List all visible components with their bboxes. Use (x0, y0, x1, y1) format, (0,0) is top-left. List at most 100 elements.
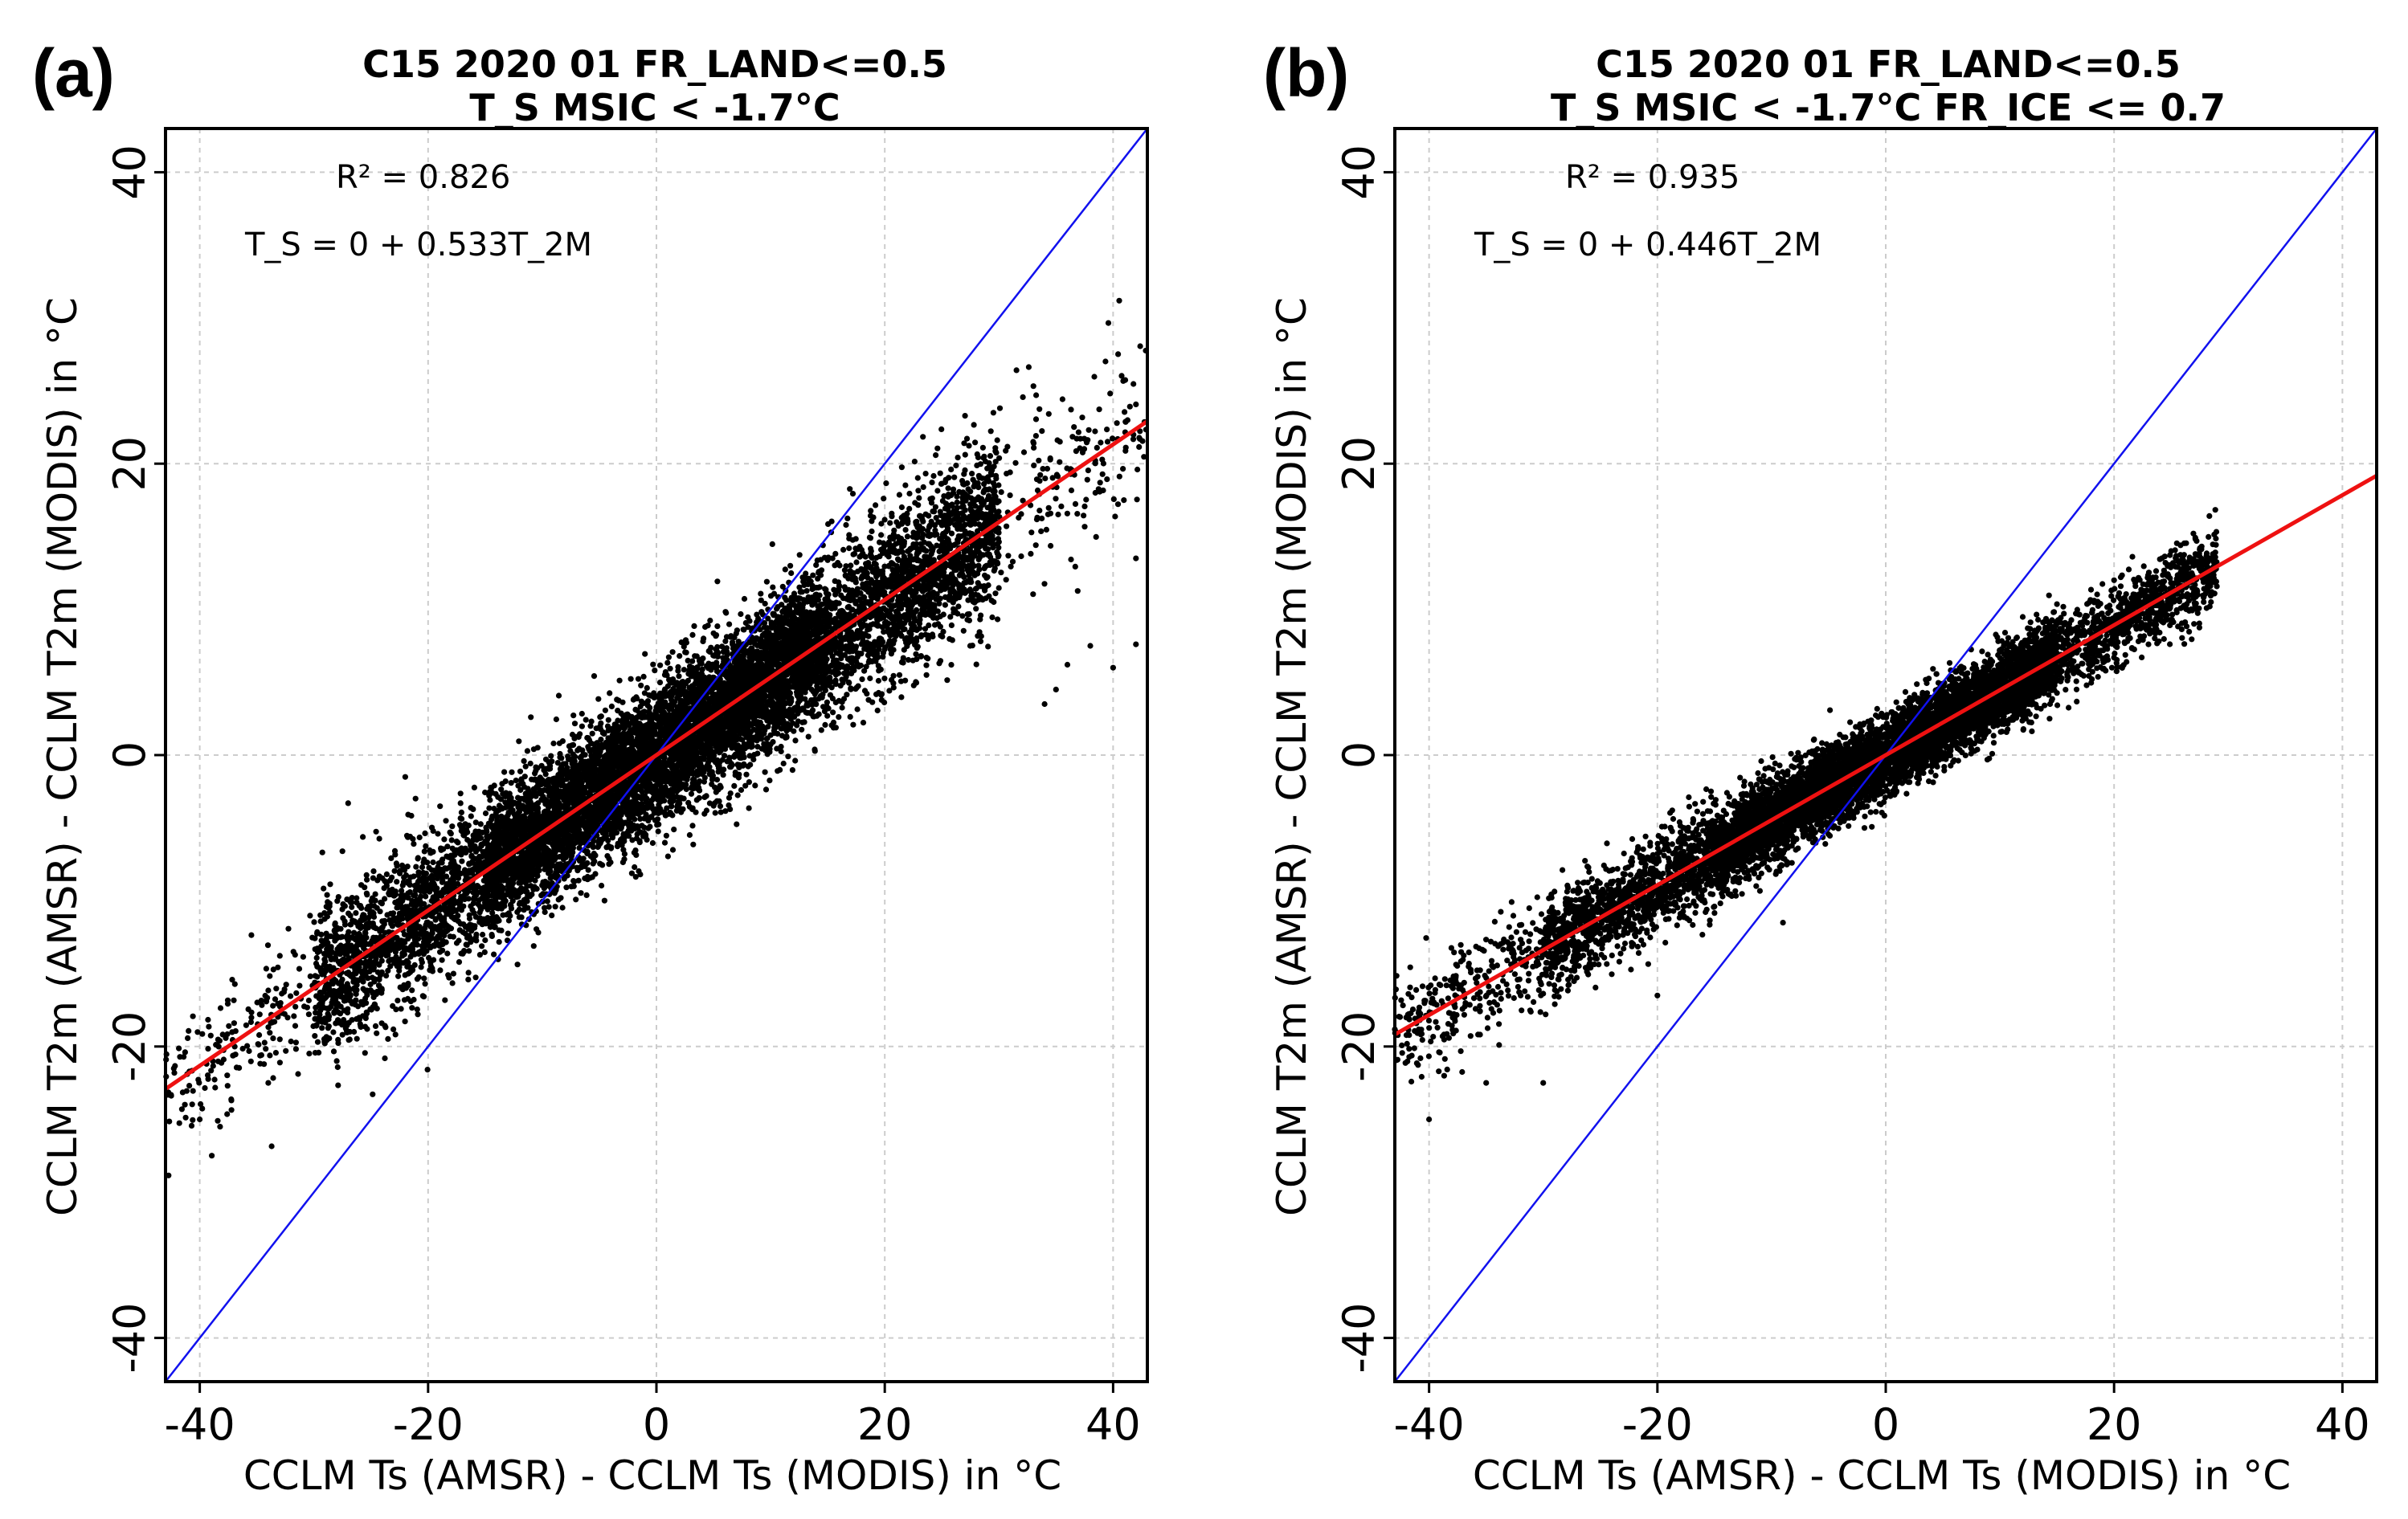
panel-a-point-2040 (482, 810, 489, 817)
panel-a-point-130 (295, 1071, 301, 1077)
panel-a-point-10 (209, 1153, 215, 1159)
panel-a-point-4250 (578, 890, 584, 896)
panel-a-point-4389 (515, 803, 521, 810)
panel-a-point-4378 (500, 884, 506, 891)
panel-a-point-129 (268, 1143, 275, 1149)
panel-a-point-4465 (637, 703, 644, 710)
panel-a-point-2495 (491, 951, 497, 958)
panel-a-point-4384 (580, 855, 587, 862)
panel-a-point-1469 (442, 997, 448, 1003)
panel-a-point-910 (416, 834, 423, 841)
panel-a-point-864 (386, 958, 392, 964)
panel-a-point-4454 (601, 897, 608, 904)
panel-a-point-4610 (557, 829, 564, 835)
panel-a-point-4306 (566, 743, 573, 749)
panel-a-point-1030 (319, 1025, 325, 1031)
panel-a-point-4735 (529, 856, 535, 863)
panel-a-point-2203 (578, 723, 586, 729)
panel-a-point-4686 (570, 817, 576, 823)
panel-a-point-261 (444, 950, 451, 957)
panel-a-point-4393 (583, 892, 590, 898)
panel-a-point-1515 (341, 918, 348, 925)
panel-a-point-87 (217, 1005, 224, 1011)
panel-a-point-4669 (558, 839, 564, 846)
panel-a-point-1524 (356, 937, 362, 943)
panel-a-point-4713 (545, 860, 551, 866)
panel-a-point-1100 (382, 878, 388, 884)
panel-a-point-67 (219, 1031, 226, 1038)
panel-a-point-1229 (473, 931, 480, 937)
panel-a-point-4738 (599, 804, 605, 811)
panel-a-point-116 (166, 1118, 173, 1125)
panel-a-point-873 (422, 981, 428, 987)
panel-a-point-893 (317, 912, 324, 918)
panel-a-point-2637 (588, 718, 595, 725)
panel-a-point-1301 (348, 921, 354, 928)
panel-a-point-155 (228, 1097, 235, 1104)
panel-a-point-112 (292, 1039, 299, 1046)
panel-a-point-45 (276, 1036, 283, 1043)
panel-a-point-1509 (448, 831, 454, 837)
panel-a-point-1539 (452, 851, 458, 858)
panel-a-point-1458 (354, 1035, 360, 1042)
panel-a-point-894 (395, 998, 401, 1004)
panel-a-title-line2: T_S MSIC < -1.7°C (469, 86, 840, 129)
panel-a-point-1361 (344, 943, 350, 949)
panel-a-point-1493 (461, 949, 468, 955)
panel-a-point-1398 (362, 987, 368, 994)
panel-a-point-75 (239, 1045, 246, 1052)
panel-a-point-4630 (562, 802, 569, 809)
panel-a-point-3274 (571, 721, 578, 727)
panel-a-point-1517 (402, 939, 408, 945)
panel-a-point-4766 (505, 846, 512, 852)
panel-a-point-135 (207, 1032, 214, 1039)
panel-a-point-1287 (362, 884, 368, 891)
panel-a-point-1215 (382, 896, 388, 902)
panel-a-point-312 (364, 876, 370, 883)
panel-a-point-4543 (604, 853, 611, 860)
panel-a-point-3123 (628, 676, 634, 682)
panel-a-point-289 (468, 813, 474, 819)
panel-a-point-92 (300, 953, 306, 960)
panel-a-point-56 (176, 1120, 182, 1126)
panel-a-point-1576 (433, 909, 439, 915)
panel-a-point-1432 (479, 943, 485, 949)
panel-a-point-889 (321, 885, 327, 892)
panel-a-point-954 (384, 912, 390, 918)
panel-a-point-1282 (395, 973, 402, 979)
panel-a-point-1728 (602, 707, 609, 713)
panel-a-point-1133 (399, 916, 406, 922)
panel-a-point-1380 (461, 896, 468, 903)
panel-a-point-85 (214, 1042, 220, 1048)
panel-a-point-1066 (396, 910, 403, 917)
panel-a-point-315 (362, 1023, 369, 1030)
panel-a-point-1374 (390, 889, 396, 896)
panel-a-point-878 (421, 975, 427, 982)
panel-a-point-1020 (470, 889, 476, 896)
panel-a-point-1429 (350, 998, 356, 1006)
panel-a-point-1504 (339, 933, 345, 940)
panel-a-point-4252 (592, 852, 599, 859)
panel-a-point-536 (480, 931, 486, 938)
panel-a-point-1547 (393, 1007, 399, 1013)
panel-a-point-4191 (605, 843, 611, 849)
panel-a-point-1027 (411, 841, 417, 847)
panel-a-point-4674 (591, 770, 598, 777)
panel-a-point-65 (272, 1050, 279, 1056)
panel-a-point-1460 (337, 951, 343, 958)
panel-a-point-4589 (644, 698, 652, 704)
panel-a-point-4670 (514, 855, 521, 863)
panel-a-point-1249 (412, 892, 419, 898)
panel-a-point-310 (385, 967, 391, 974)
panel-a-point-1230 (424, 883, 431, 889)
panel-a-point-1569 (362, 930, 369, 937)
panel-a-point-3073 (530, 943, 537, 949)
panel-a-point-4176 (546, 759, 552, 766)
panel-a-point-4638 (636, 838, 643, 844)
panel-a-point-449 (351, 1028, 358, 1035)
panel-a-point-2577 (570, 713, 577, 719)
panel-a-point-3447 (621, 856, 628, 863)
panel-a-point-4438 (512, 813, 518, 819)
panel-a-point-1544 (428, 824, 435, 831)
panel-a-point-918 (457, 790, 464, 797)
